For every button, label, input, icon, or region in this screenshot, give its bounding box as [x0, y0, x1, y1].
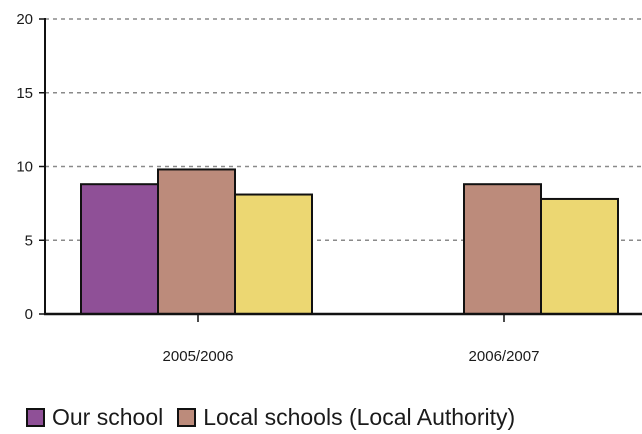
legend-label-local-schools: Local schools (Local Authority)	[203, 404, 516, 430]
x-tick-label: 2006/2007	[469, 348, 540, 365]
bar	[234, 193, 313, 315]
legend-item-local-schools: Local schools (Local Authority)	[177, 404, 515, 431]
legend-swatch-local-schools	[177, 408, 197, 427]
x-tick-label: 2005/2006	[163, 348, 234, 365]
legend-swatch-our-school	[26, 408, 45, 427]
y-tick-label: 10	[16, 159, 33, 176]
bars	[80, 168, 619, 315]
x-axis-ticks: 2005/2006 2006/2007	[163, 314, 540, 365]
y-tick-label: 15	[16, 85, 33, 102]
legend: Our school Local schools (Local Authorit…	[26, 404, 529, 431]
bar	[540, 197, 619, 315]
y-tick-label: 0	[25, 306, 33, 323]
legend-item-our-school: Our school	[26, 404, 163, 431]
y-axis-ticks: 0 5 10 15 20	[16, 11, 45, 323]
y-tick-label: 5	[25, 232, 33, 249]
y-tick-label: 20	[16, 11, 33, 28]
bar	[157, 168, 236, 315]
bar	[80, 183, 159, 315]
legend-label-our-school: Our school	[52, 404, 164, 430]
bar	[463, 183, 542, 315]
